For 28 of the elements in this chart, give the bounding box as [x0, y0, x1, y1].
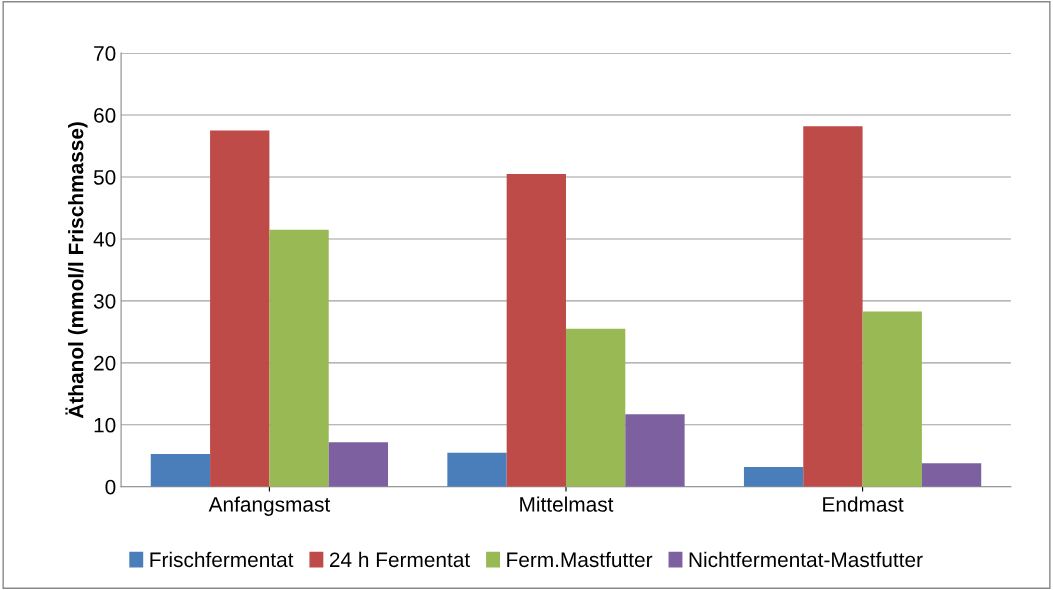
y-tick-label: 50: [93, 170, 116, 185]
legend-label: Ferm.Mastfutter: [507, 551, 653, 568]
bar: [447, 452, 507, 487]
bar: [625, 414, 685, 487]
legend-label: Nichtfermentat-Mastfutter: [689, 551, 923, 568]
bar: [921, 463, 982, 487]
y-axis-title: Äthanol (mmol/l Frischmasse): [65, 122, 88, 419]
bar: [803, 126, 863, 487]
bar: [862, 311, 922, 487]
y-tick-label: 40: [93, 231, 116, 247]
bar: [328, 442, 389, 487]
y-tick-label: 30: [93, 293, 116, 309]
y-tick-label: 70: [94, 46, 116, 61]
bar: [565, 328, 626, 487]
y-tick-label: 0: [105, 479, 116, 495]
bar: [150, 453, 211, 487]
bar: [269, 229, 329, 487]
x-tick-label: Endmast: [823, 496, 904, 512]
x-tick-label: Anfangsmast: [208, 496, 331, 516]
x-tick-label: Mittelmast: [520, 496, 614, 512]
legend-label: Frischfermentat: [150, 551, 294, 568]
bar: [506, 173, 566, 487]
y-tick-label: 60: [94, 108, 116, 123]
y-tick-label: 20: [94, 355, 116, 371]
bar: [743, 466, 804, 487]
bar: [210, 130, 270, 487]
y-tick-label: 10: [94, 417, 116, 433]
legend-label: 24 h Fermentat: [329, 551, 470, 568]
